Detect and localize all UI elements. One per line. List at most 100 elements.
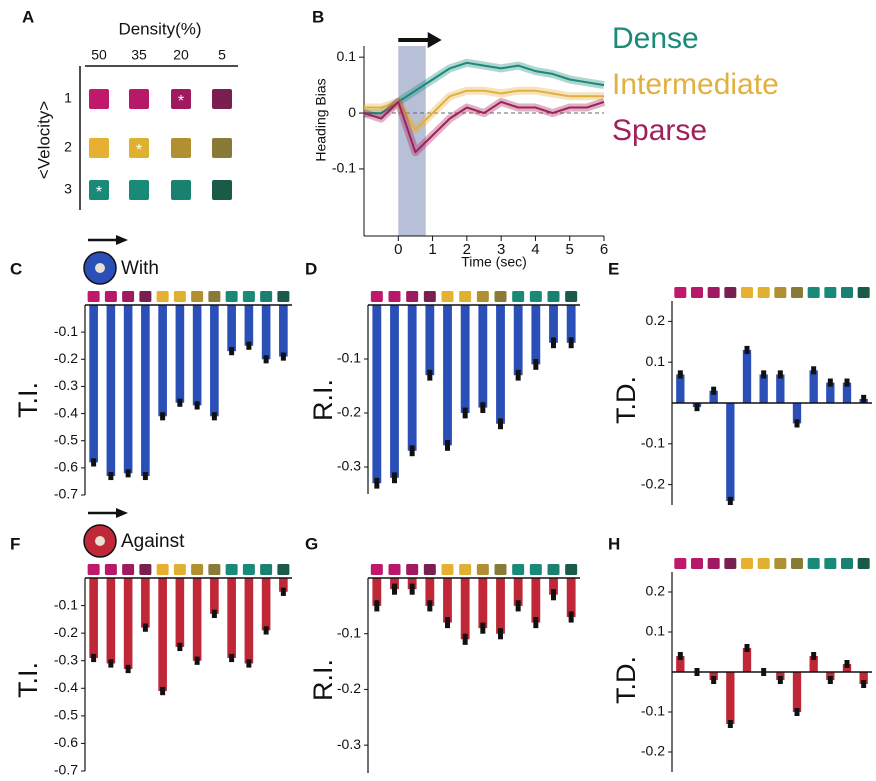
bar	[123, 578, 133, 669]
error-bar	[711, 676, 717, 684]
error-bar	[125, 469, 131, 478]
category-swatch	[423, 291, 436, 302]
error-bar	[844, 660, 850, 668]
bar	[549, 305, 558, 343]
motion-arrow-head	[116, 235, 128, 245]
y-tick-label: -0.1	[54, 596, 78, 612]
error-bar	[794, 419, 800, 428]
category-swatch	[824, 287, 837, 298]
error-bar	[727, 496, 733, 505]
error-bar	[551, 589, 556, 601]
error-bar	[811, 366, 817, 375]
bar	[809, 656, 818, 672]
bar	[244, 305, 254, 346]
error-bar	[533, 359, 539, 370]
error-bar	[861, 394, 867, 403]
category-swatch	[841, 558, 853, 569]
category-swatch	[122, 564, 135, 575]
y-tick-label: -0.2	[337, 404, 361, 420]
swatch	[212, 180, 232, 200]
error-bar	[568, 611, 574, 623]
y-tick-label: -0.4	[54, 404, 78, 420]
category-swatch	[547, 564, 560, 575]
column-label: 35	[131, 47, 147, 63]
error-bar	[409, 445, 415, 457]
bar	[726, 672, 735, 724]
error-bar	[229, 653, 235, 663]
bar	[478, 578, 488, 629]
bar	[549, 578, 558, 595]
y-tick-label: -0.5	[54, 707, 78, 723]
legend-label: Dense	[612, 22, 699, 55]
bar	[776, 374, 785, 403]
category-swatch	[370, 291, 383, 302]
error-bar	[515, 369, 521, 381]
series-line	[364, 89, 604, 131]
category-swatch	[807, 558, 820, 569]
category-swatch	[547, 291, 560, 302]
panel-letter: G	[305, 534, 318, 553]
bar	[123, 305, 133, 474]
bar	[443, 578, 452, 623]
bar	[175, 578, 185, 647]
bar	[460, 305, 470, 413]
panel-letter: B	[312, 7, 324, 26]
y-tick-label: -0.1	[337, 350, 361, 366]
swatch	[129, 180, 149, 200]
panel-letter: F	[10, 534, 20, 553]
row-label: 1	[64, 90, 72, 106]
bar	[826, 382, 835, 403]
legend-label: Sparse	[612, 114, 707, 147]
swatch	[171, 138, 191, 158]
error-bar	[498, 418, 503, 430]
category-swatch	[423, 564, 436, 575]
error-bar	[91, 653, 97, 663]
category-swatch	[476, 291, 489, 302]
error-bar	[91, 458, 97, 467]
row-label: 2	[64, 139, 72, 155]
bar	[279, 305, 288, 357]
error-bar	[108, 659, 114, 668]
error-bar	[744, 345, 750, 355]
column-label: 5	[218, 47, 226, 63]
category-swatch	[388, 291, 401, 302]
error-bar	[811, 652, 817, 660]
category-swatch	[87, 291, 100, 302]
bar	[513, 305, 523, 376]
x-tick-label: 1	[428, 241, 436, 258]
error-bar	[427, 600, 433, 612]
category-swatch	[441, 291, 454, 302]
category-swatch	[774, 558, 787, 569]
bar	[192, 578, 202, 661]
category-swatch	[104, 291, 117, 302]
bar	[742, 648, 752, 672]
bar	[158, 305, 167, 417]
bar	[566, 578, 576, 617]
bar	[496, 578, 505, 634]
y-tick-label: -0.1	[337, 624, 361, 640]
error-bar	[142, 623, 148, 632]
category-swatch	[104, 564, 117, 575]
category-swatch	[774, 287, 787, 298]
category-swatch	[691, 287, 703, 298]
error-bar	[761, 370, 767, 379]
category-swatch	[741, 287, 753, 298]
x-axis-label: Time (sec)	[461, 254, 527, 270]
category-swatch	[406, 564, 419, 575]
bar	[141, 305, 150, 476]
y-tick-label: -0.7	[54, 486, 78, 502]
bar	[792, 403, 802, 424]
y-tick-label: -0.1	[641, 703, 665, 719]
category-swatch	[225, 291, 238, 302]
error-bar	[194, 656, 200, 665]
bar	[496, 305, 505, 424]
y-tick-label: -0.6	[54, 734, 78, 750]
category-swatch	[807, 287, 820, 298]
error-bar	[480, 622, 486, 634]
stimulus-icon-center	[95, 263, 105, 273]
category-swatch	[707, 558, 720, 569]
error-bar	[177, 398, 183, 407]
y-tick-label: -0.2	[54, 350, 78, 366]
category-swatch	[242, 291, 255, 302]
